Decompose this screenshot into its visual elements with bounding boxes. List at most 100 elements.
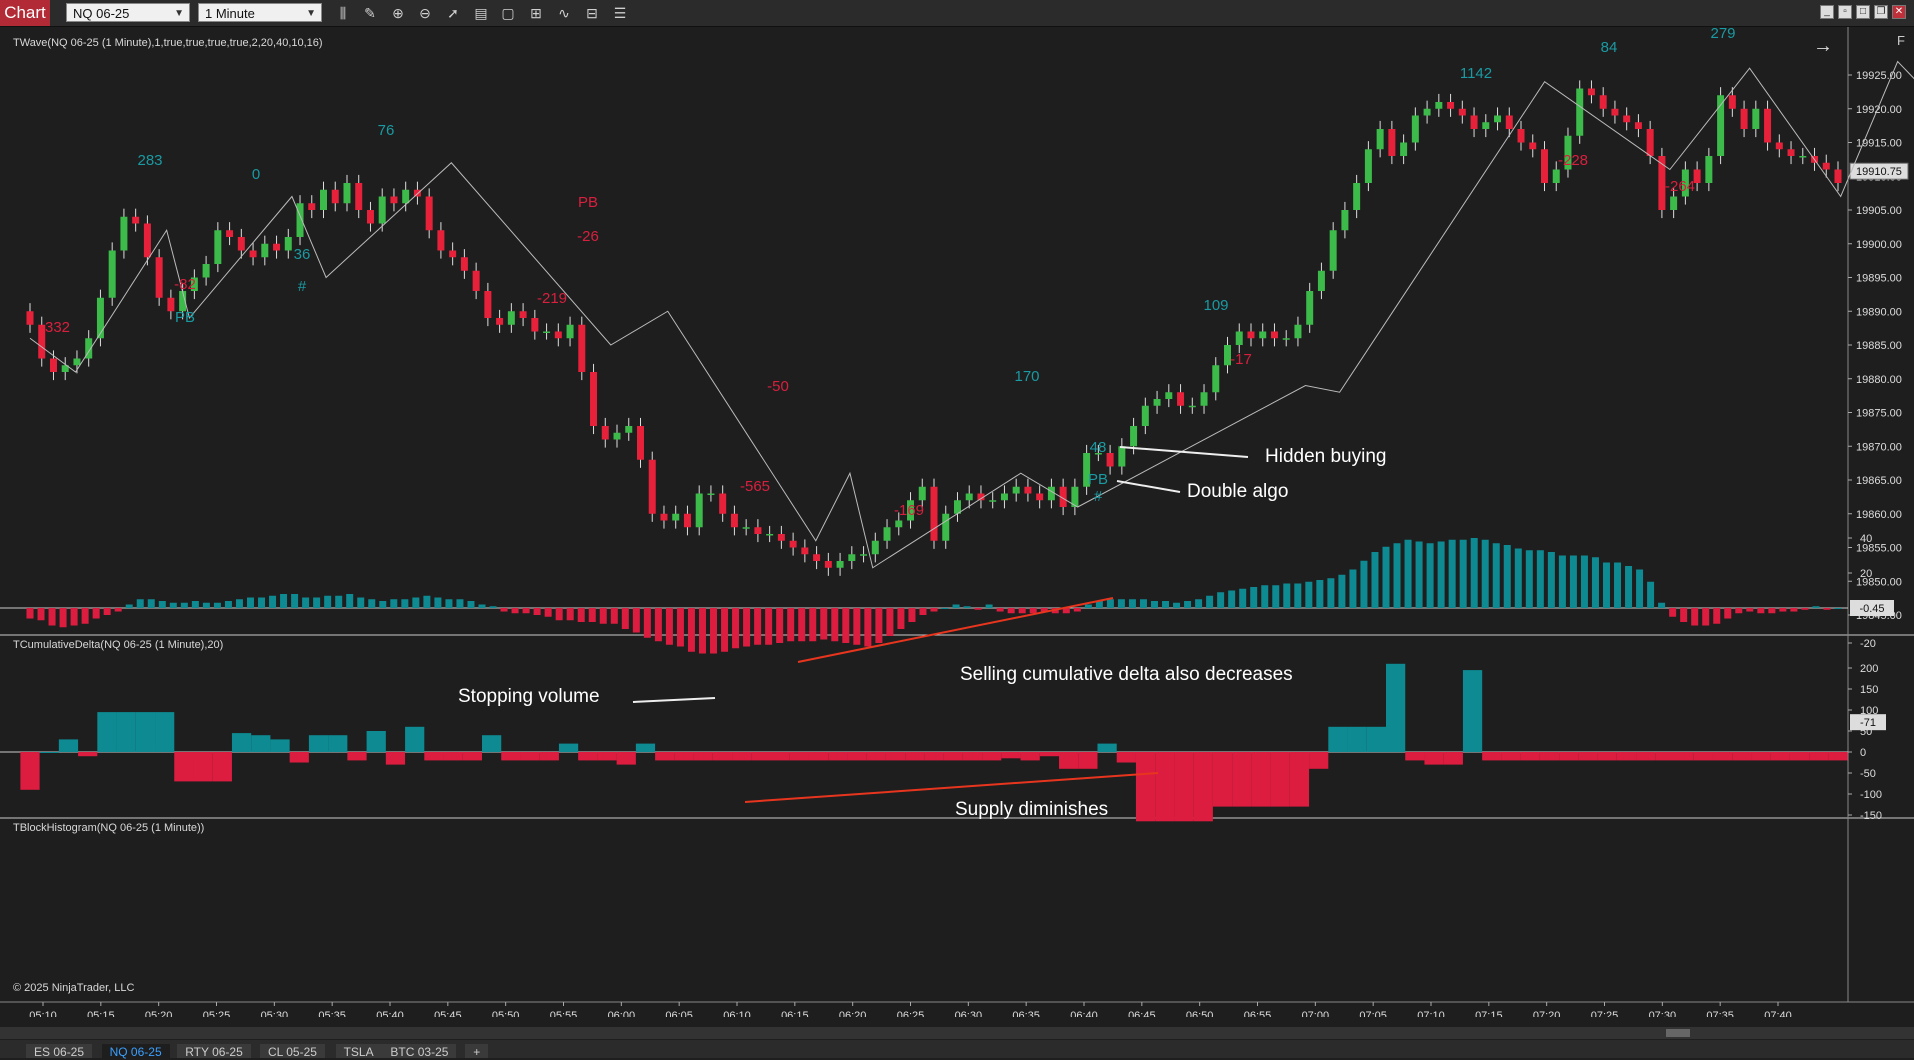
zoom-out-icon[interactable]: ⊖ xyxy=(419,5,431,21)
instrument-tab[interactable]: RTY 06-25 xyxy=(177,1044,251,1059)
wave-label: -219 xyxy=(537,290,567,307)
price-indicator-label: TWave(NQ 06-25 (1 Minute),1,true,true,tr… xyxy=(13,37,323,49)
candle-body xyxy=(1517,129,1525,143)
delta-bar xyxy=(1173,602,1181,608)
instrument-tab[interactable]: NQ 06-25 xyxy=(101,1044,170,1059)
chart-svg[interactable]: 19925.0019920.0019915.0019910.0019905.00… xyxy=(0,25,1914,1022)
candle-body xyxy=(648,459,656,514)
close-icon[interactable]: ✕ xyxy=(1892,5,1906,19)
right-letter[interactable]: F xyxy=(1897,33,1905,48)
popout-icon[interactable]: ❐ xyxy=(1874,5,1888,19)
add-tab-button[interactable]: + xyxy=(465,1044,489,1059)
wave-label: PB xyxy=(175,309,195,326)
block-bar xyxy=(828,752,848,761)
maximize-icon[interactable]: □ xyxy=(1856,5,1870,19)
strategies-icon[interactable]: ∿ xyxy=(558,5,570,21)
indicators-icon[interactable]: ⊞ xyxy=(530,5,542,21)
block-bar xyxy=(1001,752,1021,759)
price-tick-label: 19925.00 xyxy=(1856,70,1902,82)
delta-bar xyxy=(1735,608,1743,614)
instrument-tab[interactable]: ES 06-25 xyxy=(26,1044,93,1059)
delta-bar xyxy=(1261,585,1269,608)
delta-bar xyxy=(445,599,453,608)
delta-bar xyxy=(246,597,254,608)
delta-bar xyxy=(1602,562,1610,608)
delta-bar xyxy=(710,608,718,654)
wave-label: 170 xyxy=(1014,368,1039,385)
delta-bar xyxy=(1195,599,1203,608)
bars-icon[interactable]: ⫼ xyxy=(339,5,347,21)
restore-icon[interactable]: ▫ xyxy=(1838,5,1852,19)
copyright: © 2025 NinjaTrader, LLC xyxy=(13,982,135,994)
candle-body xyxy=(730,513,738,528)
candle-body xyxy=(1799,156,1807,158)
time-tick-label: 07:10 xyxy=(1417,1010,1445,1017)
delta-bar xyxy=(1625,566,1633,608)
candle-body xyxy=(284,237,292,251)
pencil-icon[interactable]: ✎ xyxy=(364,5,376,21)
delta-bar xyxy=(48,608,56,626)
delta-bar xyxy=(1150,601,1158,608)
candle-body xyxy=(1270,331,1278,339)
time-tick-label: 06:25 xyxy=(897,1010,925,1017)
delta-bar xyxy=(489,606,497,608)
delta-bar xyxy=(1073,608,1081,612)
candle-body xyxy=(331,189,339,204)
chart-area[interactable]: 19925.0019920.0019915.0019910.0019905.00… xyxy=(0,25,1914,1022)
instrument-tab[interactable]: CL 05-25 xyxy=(260,1044,325,1059)
delta-tick-label: 20 xyxy=(1860,568,1872,580)
block-bar xyxy=(1616,752,1637,761)
candle-body xyxy=(883,527,891,541)
instrument-selector[interactable]: NQ 06-25 ▼ xyxy=(66,3,190,22)
candle-body xyxy=(1540,149,1548,183)
delta-bar xyxy=(1481,539,1489,608)
minimize-icon[interactable]: _ xyxy=(1820,5,1834,19)
horizontal-scrollbar[interactable] xyxy=(0,1027,1914,1039)
delta-bar xyxy=(1492,543,1500,608)
candle-body xyxy=(742,527,750,529)
candle-body xyxy=(613,432,621,440)
delta-bar xyxy=(698,608,706,654)
instrument-tab[interactable]: BTC 03-25 xyxy=(382,1044,457,1059)
candle-body xyxy=(1364,149,1372,183)
delta-bar xyxy=(147,599,155,608)
candle-body xyxy=(1587,88,1595,96)
candle-body xyxy=(766,534,774,536)
arrow-right-icon[interactable]: → xyxy=(1813,35,1833,57)
delta-bar xyxy=(1691,608,1699,626)
pointer-icon[interactable]: ➚ xyxy=(447,5,459,21)
block-tick-label: 200 xyxy=(1860,663,1878,675)
block-bar xyxy=(1059,752,1079,769)
delta-bar xyxy=(1084,604,1092,608)
candle-body xyxy=(543,331,551,333)
block-bar xyxy=(462,752,482,761)
instrument-tab[interactable]: TSLA xyxy=(335,1044,382,1059)
zoom-in-icon[interactable]: ⊕ xyxy=(392,5,404,21)
candle-body xyxy=(1247,331,1255,339)
interval-value: 1 Minute xyxy=(205,6,255,21)
candle-body xyxy=(578,324,586,372)
price-tick-label: 19860.00 xyxy=(1856,509,1902,521)
block-bar xyxy=(155,712,175,752)
time-tick-label: 06:00 xyxy=(608,1010,636,1017)
delta-bar xyxy=(754,608,762,645)
delta-bar xyxy=(1757,608,1765,614)
price-tick-label: 19890.00 xyxy=(1856,306,1902,318)
menu-icon[interactable]: ☰ xyxy=(613,5,627,21)
properties-icon[interactable]: ▢ xyxy=(501,5,515,21)
delta-bar xyxy=(721,608,729,652)
block-bar xyxy=(347,752,367,761)
delta-bar xyxy=(831,608,839,642)
candle-body xyxy=(496,318,504,325)
data-box-icon[interactable]: ▤ xyxy=(474,5,488,21)
chart-title[interactable]: Chart xyxy=(0,0,50,26)
candle-body xyxy=(1423,108,1431,116)
delta-bar xyxy=(346,594,354,608)
delta-bar xyxy=(787,608,795,642)
candle-body xyxy=(38,324,46,359)
interval-selector[interactable]: 1 Minute ▼ xyxy=(198,3,322,22)
block-bar xyxy=(1462,670,1483,752)
scroll-thumb[interactable] xyxy=(1666,1029,1690,1037)
templates-icon[interactable]: ⊟ xyxy=(586,5,598,21)
block-bar xyxy=(1270,752,1290,807)
